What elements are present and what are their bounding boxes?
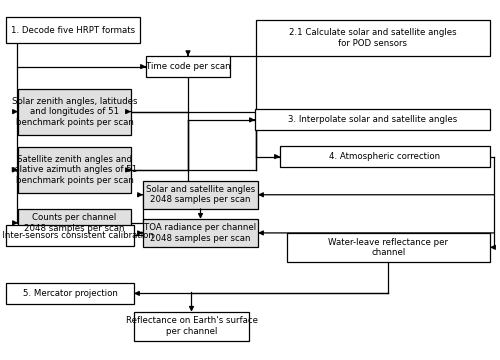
Bar xyxy=(146,56,230,77)
Text: 1. Decode five HRPT formats: 1. Decode five HRPT formats xyxy=(11,26,135,35)
Text: TOA radiance per channel
2048 samples per scan: TOA radiance per channel 2048 samples pe… xyxy=(144,223,256,243)
Bar xyxy=(143,181,258,209)
Bar xyxy=(18,89,131,135)
Bar xyxy=(18,209,131,237)
Text: Satellite zenith angles and
relative azimuth angles of 51
benchmark points per s: Satellite zenith angles and relative azi… xyxy=(12,155,138,185)
Text: 3. Interpolate solar and satellite angles: 3. Interpolate solar and satellite angle… xyxy=(288,115,457,124)
Text: 5. Mercator projection: 5. Mercator projection xyxy=(22,289,118,298)
Text: 2.1 Calculate solar and satellite angles
for POD sensors: 2.1 Calculate solar and satellite angles… xyxy=(289,28,457,48)
Bar xyxy=(256,20,490,56)
Bar xyxy=(6,225,134,246)
Bar xyxy=(143,219,258,247)
Text: Solar and satellite angles
2048 samples per scan: Solar and satellite angles 2048 samples … xyxy=(146,185,255,204)
Text: 4. Atmospheric correction: 4. Atmospheric correction xyxy=(330,152,440,161)
Bar xyxy=(287,233,490,262)
Text: Reflectance on Earth's surface
per channel: Reflectance on Earth's surface per chann… xyxy=(126,316,258,336)
Bar xyxy=(255,109,490,130)
Bar xyxy=(18,147,131,193)
Text: Counts per channel
2048 samples per scan: Counts per channel 2048 samples per scan xyxy=(24,213,125,233)
Text: Time code per scan: Time code per scan xyxy=(146,62,230,71)
Bar xyxy=(280,146,490,167)
Text: 2.2 Inter-sensors consistent calibration: 2.2 Inter-sensors consistent calibration xyxy=(0,231,154,240)
Bar xyxy=(6,17,140,43)
Bar xyxy=(6,283,134,304)
Bar xyxy=(134,312,249,341)
Text: Solar zenith angles, latitudes
and longitudes of 51
benchmark points per scan: Solar zenith angles, latitudes and longi… xyxy=(12,97,137,126)
Text: Water-leave reflectance per
channel: Water-leave reflectance per channel xyxy=(328,238,448,257)
